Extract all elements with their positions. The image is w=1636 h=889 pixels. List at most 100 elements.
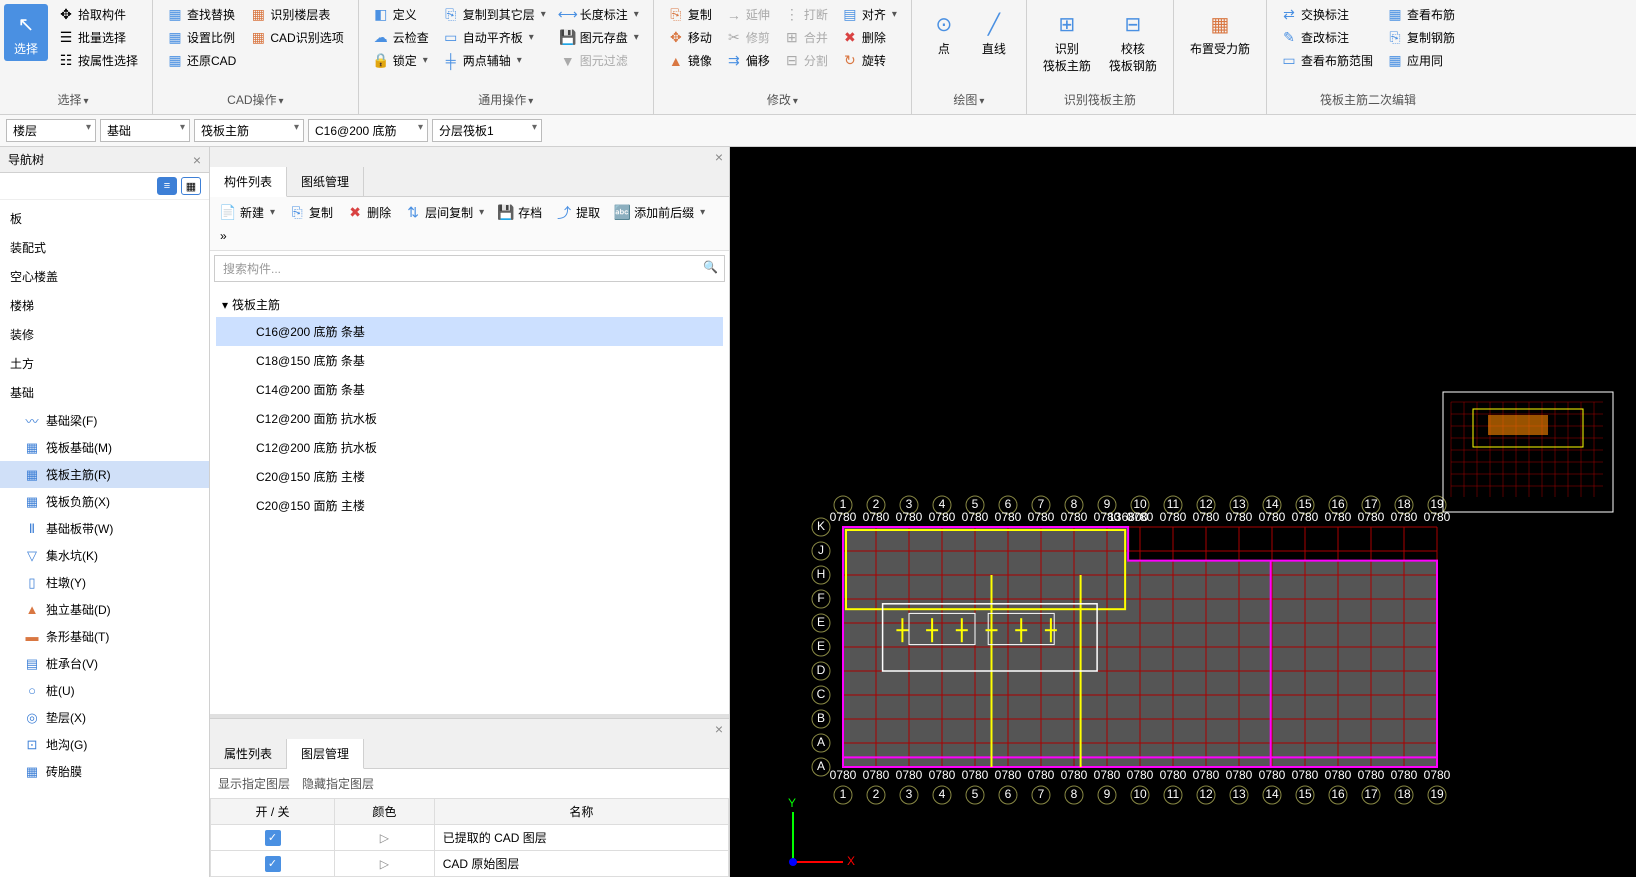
copy-rebar-button[interactable]: ⎘复制钢筋 <box>1383 27 1459 48</box>
nav-sub-item[interactable]: ▯柱墩(Y) <box>0 569 209 596</box>
component-list-item[interactable]: C12@200 面筋 抗水板 <box>216 404 723 433</box>
comp-toolbar-more[interactable]: » <box>214 226 233 246</box>
extend-button[interactable]: →延伸 <box>722 4 774 25</box>
nav-view-grid-toggle[interactable]: ▦ <box>181 177 201 195</box>
component-search-input[interactable]: 搜索构件... <box>214 255 725 282</box>
drawing-canvas[interactable]: 1107800780220780078033078007804407800780… <box>730 147 1636 877</box>
mirror-button[interactable]: ▲镜像 <box>664 50 716 71</box>
component-combo[interactable]: C16@200 底筋 <box>308 119 428 142</box>
nav-sub-item[interactable]: ⊡地沟(G) <box>0 731 209 758</box>
ribbon-group-draw-label[interactable]: 绘图 <box>922 89 1016 110</box>
element-filter-button[interactable]: ▼图元过滤 <box>556 50 643 71</box>
element-save-button[interactable]: 💾图元存盘 <box>556 27 643 48</box>
line-tool-button[interactable]: ╱直线 <box>972 4 1016 61</box>
break-button[interactable]: ⋮打断 <box>780 4 832 25</box>
nav-view-list-toggle[interactable]: ≡ <box>157 177 177 195</box>
merge-button[interactable]: ⊞合并 <box>780 27 832 48</box>
point-tool-button[interactable]: ⊙点 <box>922 4 966 61</box>
category-combo[interactable]: 基础 <box>100 119 190 142</box>
nav-category[interactable]: 空心楼盖 <box>0 262 209 291</box>
cad-identify-options-button[interactable]: ▦CAD识别选项 <box>246 27 347 48</box>
component-list-item[interactable]: C12@200 底筋 抗水板 <box>216 433 723 462</box>
layer-row[interactable]: ✓▷CAD 原始图层 <box>211 851 729 877</box>
tab-property-list[interactable]: 属性列表 <box>210 739 287 768</box>
find-replace-button[interactable]: ▦查找替换 <box>163 4 240 25</box>
hide-layer-button[interactable]: 隐藏指定图层 <box>302 775 374 792</box>
nav-sub-item[interactable]: ▬条形基础(T) <box>0 623 209 650</box>
comp-toolbar-button[interactable]: 🔤添加前后缀 <box>608 201 711 224</box>
prop-close-button[interactable]: × <box>715 721 723 737</box>
component-list-item[interactable]: C20@150 底筋 主楼 <box>216 462 723 491</box>
rotate-button[interactable]: ↻旋转 <box>838 50 901 71</box>
tab-drawing-manage[interactable]: 图纸管理 <box>287 167 364 196</box>
nav-sub-item[interactable]: ▽集水坑(K) <box>0 542 209 569</box>
lock-button[interactable]: 🔒锁定 <box>369 50 433 71</box>
check-raft-rebar-button[interactable]: ⊟校核 筏板钢筋 <box>1103 4 1163 78</box>
nav-close-button[interactable]: × <box>193 152 201 168</box>
identify-floor-table-button[interactable]: ▦识别楼层表 <box>246 4 347 25</box>
offset-button[interactable]: ⇉偏移 <box>722 50 774 71</box>
layout-force-rebar-button[interactable]: ▦布置受力筋 <box>1184 4 1256 61</box>
nav-sub-item[interactable]: ▦筏板基础(M) <box>0 434 209 461</box>
comp-toolbar-button[interactable]: ✖删除 <box>341 201 397 224</box>
tab-layer-manage[interactable]: 图层管理 <box>287 739 364 769</box>
nav-sub-item[interactable]: Ⅱ基础板带(W) <box>0 515 209 542</box>
layer-row[interactable]: ✓▷已提取的 CAD 图层 <box>211 825 729 851</box>
comp-toolbar-button[interactable]: 📄新建 <box>214 201 281 224</box>
nav-sub-item[interactable]: ○桩(U) <box>0 677 209 704</box>
layer-visibility-checkbox[interactable]: ✓ <box>265 830 281 846</box>
view-rebar-range-button[interactable]: ▭查看布筋范围 <box>1277 50 1377 71</box>
component-list-item[interactable]: C14@200 面筋 条基 <box>216 375 723 404</box>
apply-same-button[interactable]: ▦应用同 <box>1383 50 1459 71</box>
delete-button[interactable]: ✖删除 <box>838 27 901 48</box>
identify-raft-rebar-button[interactable]: ⊞识别 筏板主筋 <box>1037 4 1097 78</box>
move-button[interactable]: ✥移动 <box>664 27 716 48</box>
nav-sub-item[interactable]: ▲独立基础(D) <box>0 596 209 623</box>
length-dimension-button[interactable]: ⟷长度标注 <box>556 4 643 25</box>
copy-button[interactable]: ⎘复制 <box>664 4 716 25</box>
nav-category[interactable]: 装配式 <box>0 233 209 262</box>
trim-button[interactable]: ✂修剪 <box>722 27 774 48</box>
ribbon-group-modify-label[interactable]: 修改 <box>664 89 901 110</box>
component-list-item[interactable]: C20@150 面筋 主楼 <box>216 491 723 520</box>
edit-annotation-button[interactable]: ✎查改标注 <box>1277 27 1377 48</box>
nav-sub-item[interactable]: ◎垫层(X) <box>0 704 209 731</box>
cloud-check-button[interactable]: ☁云检查 <box>369 27 433 48</box>
nav-sub-item[interactable]: ▦砖胎膜 <box>0 758 209 785</box>
comp-toolbar-button[interactable]: ⎘复制 <box>283 201 339 224</box>
component-list-item[interactable]: C16@200 底筋 条基 <box>216 317 723 346</box>
ribbon-group-general-label[interactable]: 通用操作 <box>369 89 643 110</box>
nav-sub-item[interactable]: ▦筏板主筋(R) <box>0 461 209 488</box>
set-scale-button[interactable]: ▦设置比例 <box>163 27 240 48</box>
split-button[interactable]: ⊟分割 <box>780 50 832 71</box>
swap-annotation-button[interactable]: ⇄交换标注 <box>1277 4 1377 25</box>
layer-expand-marker[interactable]: ▷ <box>380 857 389 871</box>
nav-sub-item[interactable]: ▦筏板负筋(X) <box>0 488 209 515</box>
nav-category[interactable]: 土方 <box>0 349 209 378</box>
define-button[interactable]: ◧定义 <box>369 4 433 25</box>
floor-combo[interactable]: 楼层 <box>6 119 96 142</box>
ribbon-group-cad-label[interactable]: CAD操作 <box>163 89 348 110</box>
auto-align-slab-button[interactable]: ▭自动平齐板 <box>439 27 550 48</box>
view-rebar-button[interactable]: ▦查看布筋 <box>1383 4 1459 25</box>
layer-expand-marker[interactable]: ▷ <box>380 831 389 845</box>
select-tool[interactable]: ↖ 选择 <box>4 4 48 61</box>
comp-root-node[interactable]: ▾筏板主筋 <box>216 292 723 317</box>
comp-toolbar-button[interactable]: 💾存档 <box>492 201 548 224</box>
nav-sub-item[interactable]: 〰基础梁(F) <box>0 407 209 434</box>
copy-to-other-floor-button[interactable]: ⎘复制到其它层 <box>439 4 550 25</box>
type-combo[interactable]: 筏板主筋 <box>194 119 304 142</box>
nav-category[interactable]: 基础 <box>0 378 209 407</box>
tab-component-list[interactable]: 构件列表 <box>210 167 287 197</box>
comp-close-button[interactable]: × <box>715 149 723 165</box>
show-layer-button[interactable]: 显示指定图层 <box>218 775 290 792</box>
comp-toolbar-button[interactable]: ⇅层间复制 <box>399 201 490 224</box>
layer-combo[interactable]: 分层筏板1 <box>432 119 542 142</box>
component-list-item[interactable]: C18@150 底筋 条基 <box>216 346 723 375</box>
align-button[interactable]: ▤对齐 <box>838 4 901 25</box>
restore-cad-button[interactable]: ▦还原CAD <box>163 50 240 71</box>
batch-select-button[interactable]: ☰批量选择 <box>54 27 142 48</box>
nav-category[interactable]: 楼梯 <box>0 291 209 320</box>
layer-visibility-checkbox[interactable]: ✓ <box>265 856 281 872</box>
nav-sub-item[interactable]: ▤桩承台(V) <box>0 650 209 677</box>
